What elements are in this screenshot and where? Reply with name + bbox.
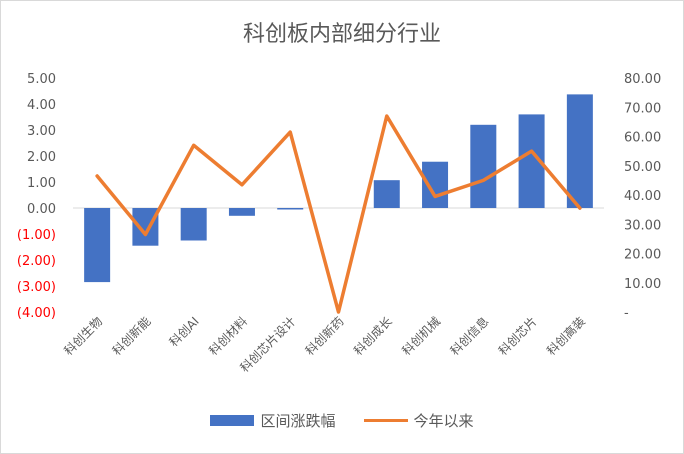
x-tick-label: 科创机械	[399, 314, 444, 359]
x-tick-label: 科创生物	[61, 314, 105, 358]
y-left-tick-label: 2.00	[27, 150, 56, 165]
x-tick-label: 科创芯片	[496, 314, 540, 358]
y-right-tick-label: -	[624, 306, 629, 321]
x-tick-label: 科创信息	[447, 314, 492, 359]
y-left-tick-label: (3.00)	[17, 280, 56, 295]
legend-label-bar: 区间涨跌幅	[260, 412, 336, 430]
bar	[84, 208, 111, 283]
line-series	[95, 114, 582, 314]
line-point	[337, 310, 340, 314]
y-left-tick-label: (2.00)	[17, 254, 56, 269]
y-left-tick-label: (1.00)	[17, 228, 56, 243]
line-point	[192, 144, 195, 147]
y-right-tick-label: 70.00	[624, 101, 661, 116]
x-tick-label: 科创AI	[167, 314, 202, 349]
y-right-tick-label: 60.00	[624, 131, 661, 146]
y-right-tick-label: 40.00	[624, 189, 661, 204]
legend-swatch-bar	[210, 415, 255, 426]
bar	[180, 208, 207, 241]
y-right-tick-label: 20.00	[624, 248, 661, 263]
bar	[228, 208, 255, 216]
bar	[277, 208, 304, 210]
y-left-tick-label: 5.00	[27, 72, 56, 87]
bar	[373, 180, 400, 208]
line-point	[482, 179, 485, 182]
y-left-tick-label: 4.00	[27, 98, 56, 113]
y-left-tick-label: (4.00)	[17, 306, 56, 321]
y-left-tick-label: 1.00	[27, 176, 56, 191]
legend-item-bar: 区间涨跌幅	[210, 410, 336, 431]
y-right-tick-label: 80.00	[624, 72, 661, 87]
bar	[566, 94, 593, 208]
y-left-tick-label: 3.00	[27, 124, 56, 139]
bar	[470, 124, 497, 208]
chart-title: 科创板内部细分行业	[242, 22, 441, 47]
x-tick-label: 科创成长	[351, 314, 395, 358]
bar	[422, 161, 449, 208]
line-point	[240, 183, 244, 186]
y-right-tick-label: 50.00	[624, 160, 661, 175]
x-tick-label: 科创材料	[206, 314, 250, 358]
x-tick-label: 科创高装	[543, 314, 588, 359]
line-point	[385, 114, 388, 118]
line-point	[95, 174, 99, 178]
line-point	[433, 195, 437, 198]
legend-label-line: 今年以来	[413, 412, 474, 430]
y-right-tick-label: 30.00	[624, 218, 661, 233]
chart-legend: 区间涨跌幅 今年以来	[0, 410, 684, 431]
x-tick-label: 科创新能	[109, 314, 154, 359]
legend-swatch-line	[363, 419, 408, 422]
line-point	[530, 149, 533, 153]
y-left-tick-label: 0.00	[27, 202, 56, 217]
y-right-tick-label: 10.00	[624, 277, 661, 292]
line-point	[289, 130, 292, 134]
line-point	[144, 233, 147, 236]
legend-item-line: 今年以来	[363, 410, 474, 431]
line-point	[578, 206, 582, 210]
bar	[132, 208, 159, 246]
x-tick-label: 科创新药	[302, 314, 347, 359]
